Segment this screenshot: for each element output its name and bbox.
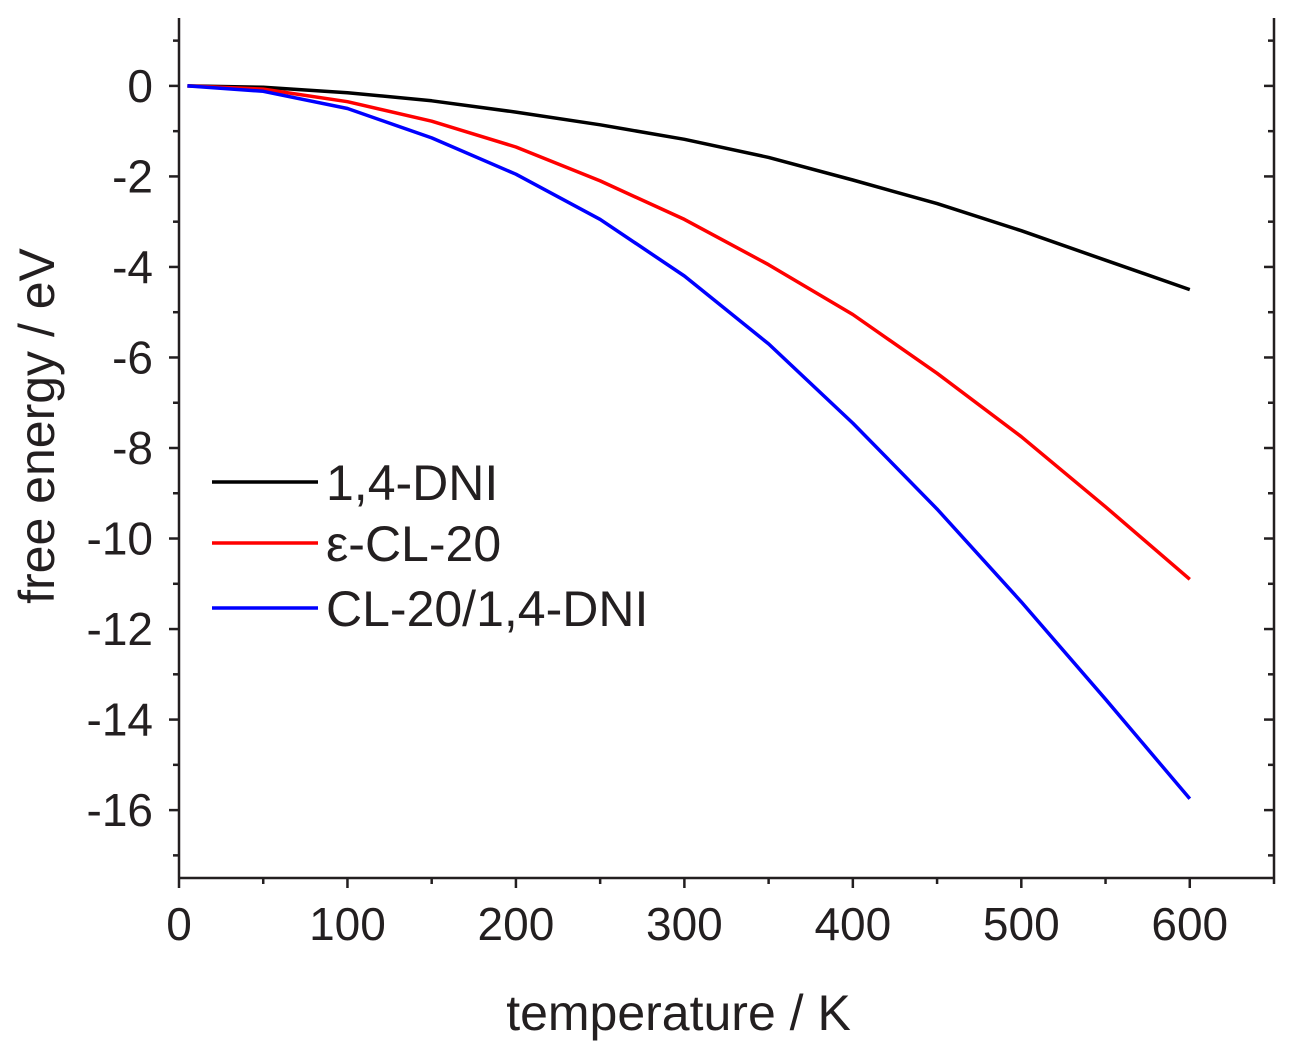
x-tick-label: 200 [478, 898, 555, 950]
y-tick-label: -4 [112, 241, 153, 293]
x-tick-label: 500 [983, 898, 1060, 950]
series-line-1 [187, 84, 1191, 292]
legend-label-epsilon-cl-20: ε-CL-20 [326, 516, 501, 572]
x-axis-title: temperature / K [506, 985, 851, 1041]
y-tick-label: -16 [87, 784, 153, 836]
legend-label-cl-20-1-4-dni: CL-20/1,4-DNI [326, 581, 648, 637]
y-tick-label: -2 [112, 150, 153, 202]
x-tick-label: 100 [309, 898, 386, 950]
x-tick-label: 600 [1151, 898, 1228, 950]
y-tick-label: 0 [127, 60, 153, 112]
y-tick-label: -8 [112, 422, 153, 474]
series-group [187, 84, 1192, 800]
x-tick-label: 300 [646, 898, 723, 950]
legend-label-1-4-dni: 1,4-DNI [326, 455, 498, 511]
tick-label-group: 0 100 200 300 400 500 600 0 -2 -4 -6 -8 -10 -12 -14 -16 [87, 60, 1229, 950]
series-line-2 [187, 84, 1191, 581]
y-tick-label: -12 [87, 603, 153, 655]
y-tick-label: -6 [112, 331, 153, 383]
y-tick-label: -10 [87, 513, 153, 565]
series-line-3 [187, 84, 1192, 800]
x-tick-label: 400 [814, 898, 891, 950]
legend: 1,4-DNI ε-CL-20 CL-20/1,4-DNI [212, 455, 648, 637]
y-tick-label: -14 [87, 694, 153, 746]
plot-frame-group [169, 18, 1276, 888]
y-axis-title: free energy / eV [9, 247, 65, 603]
x-tick-label: 0 [166, 898, 192, 950]
